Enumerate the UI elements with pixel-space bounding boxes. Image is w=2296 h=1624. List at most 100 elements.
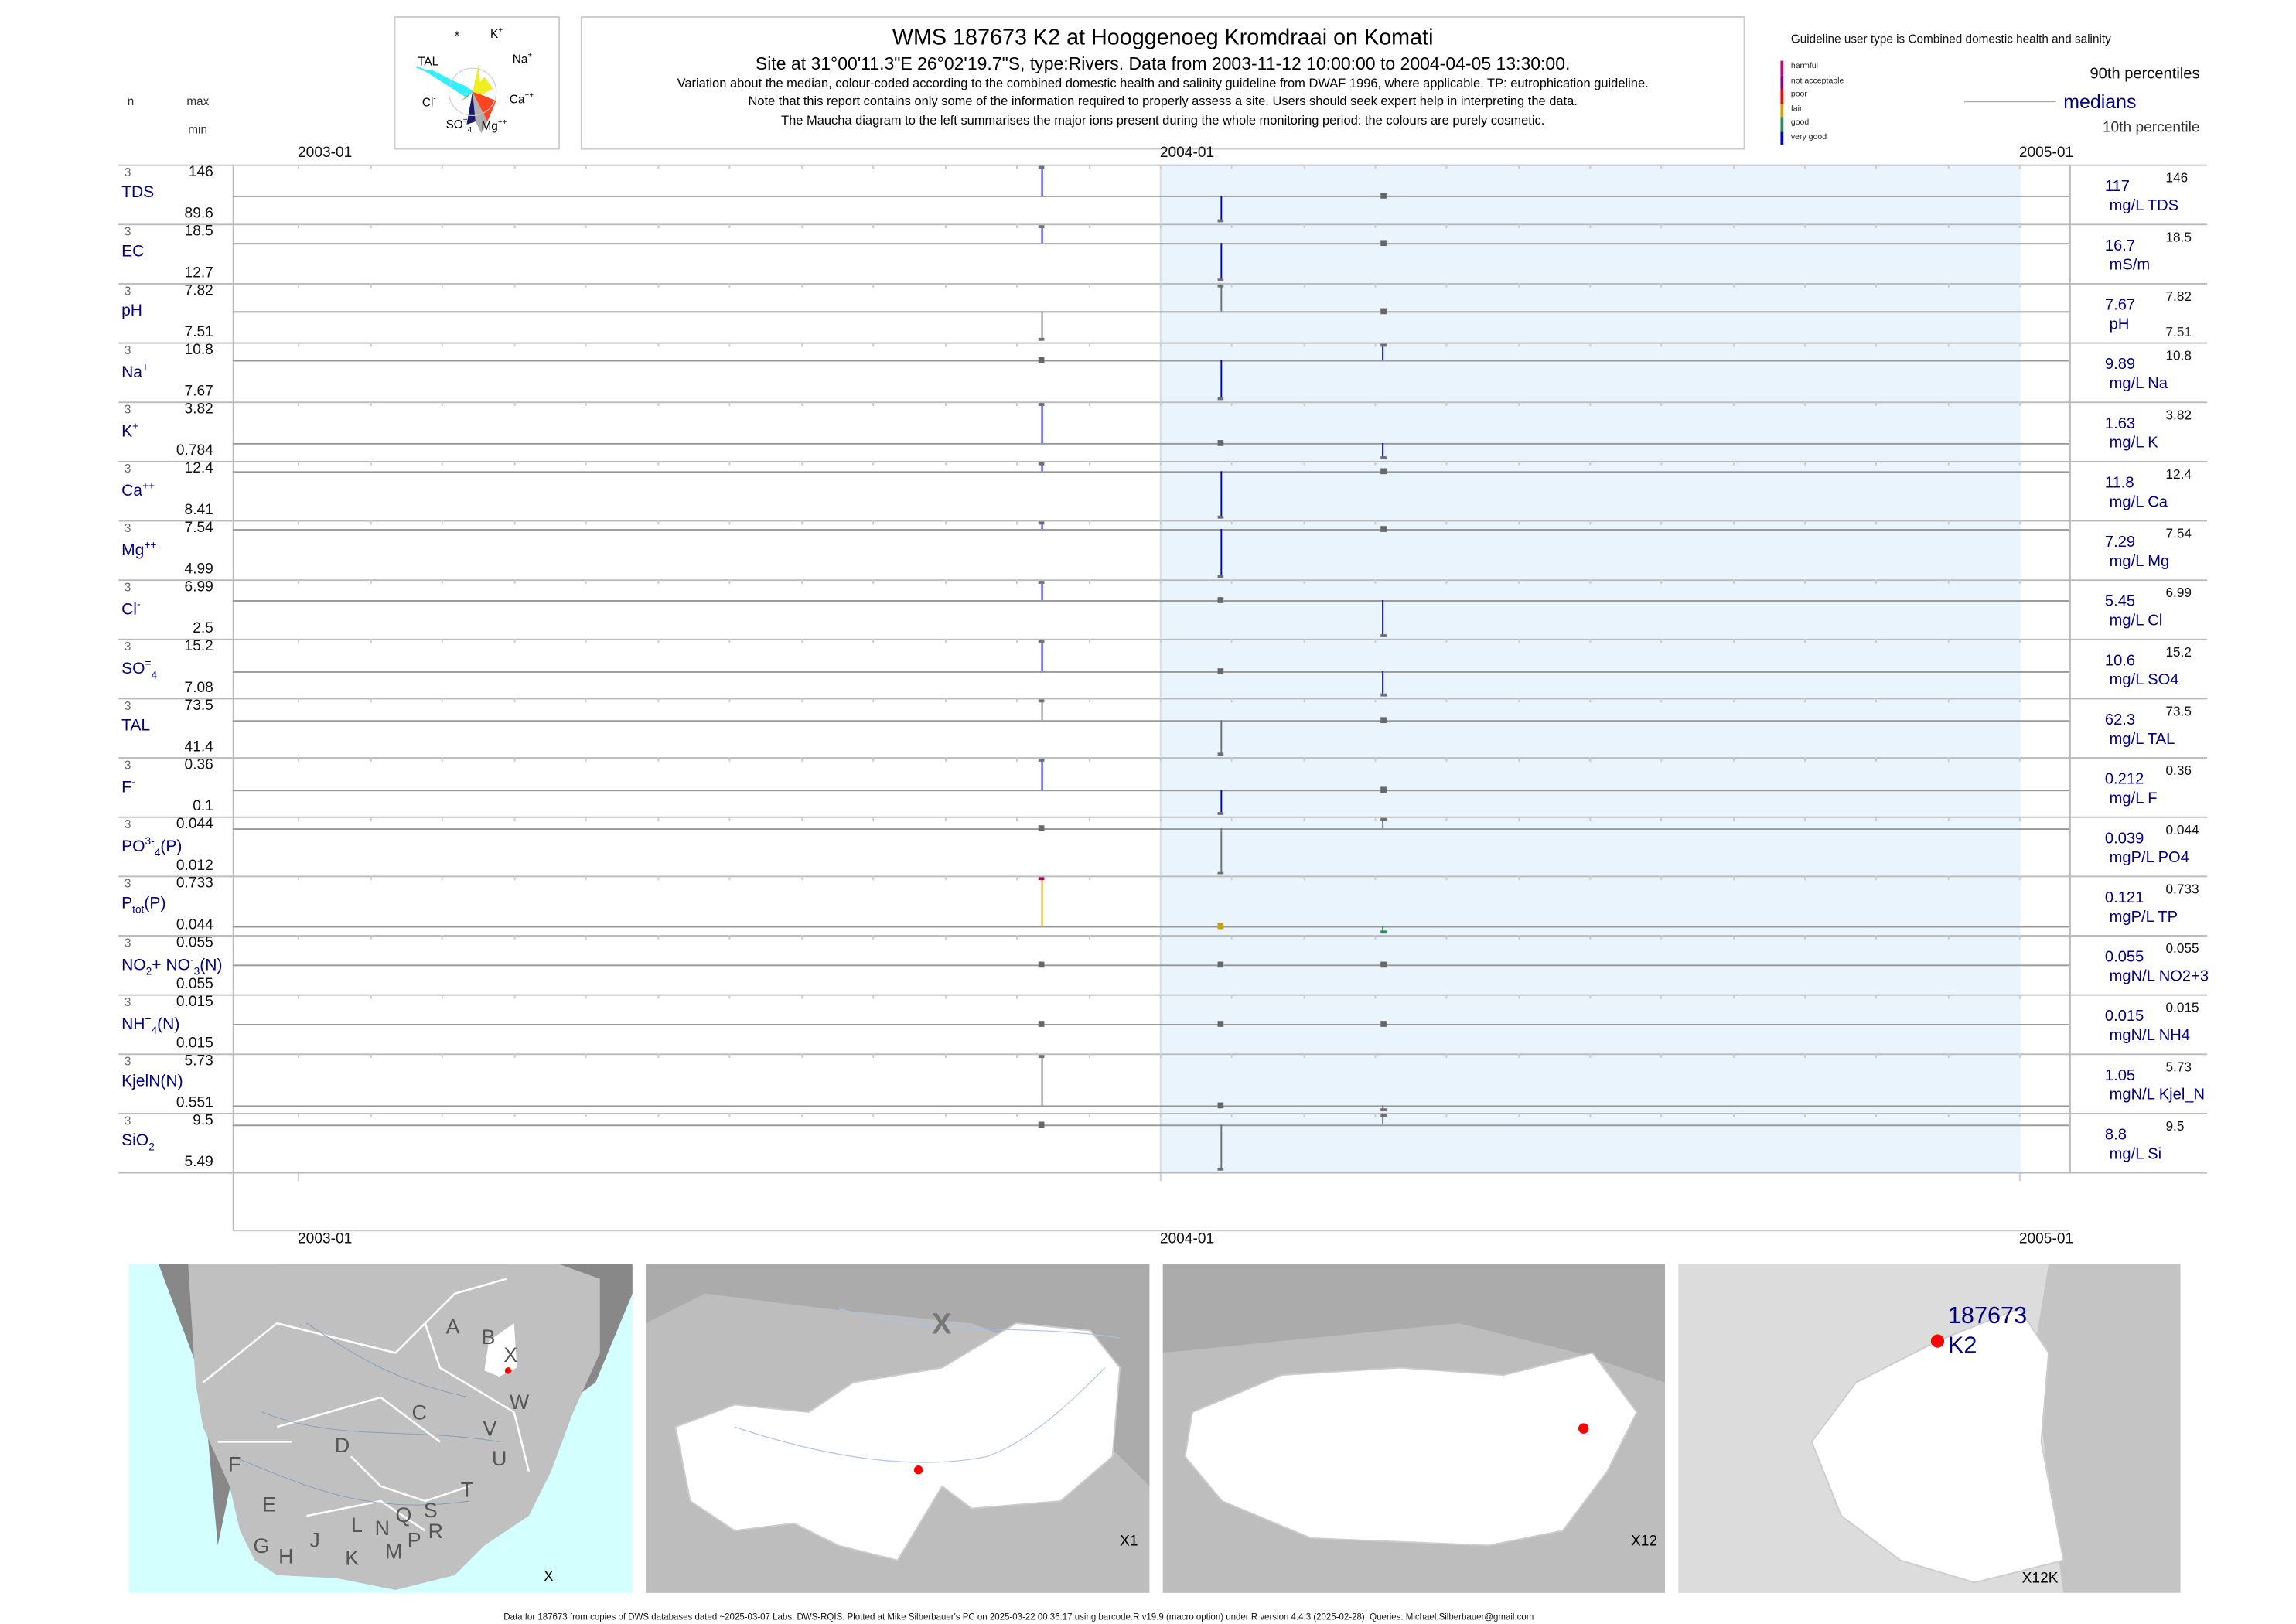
panel-max: 18.5	[184, 223, 213, 241]
month-tick	[1087, 223, 1090, 229]
sample-cap	[1039, 225, 1045, 228]
month-tick	[657, 520, 659, 525]
map-x12: X12	[1162, 1264, 1666, 1593]
panel-min: 7.08	[184, 680, 213, 697]
panel-max: 73.5	[184, 698, 213, 715]
sample-cap	[1380, 1108, 1387, 1111]
month-tick	[441, 935, 443, 940]
right-max: 3.82	[2165, 407, 2192, 423]
month-tick	[1660, 757, 1663, 762]
panel-max: 0.055	[176, 935, 213, 952]
sample-cap	[1039, 462, 1045, 466]
month-tick	[1517, 935, 1520, 940]
month-tick	[1804, 164, 1806, 169]
sample-cap	[1217, 872, 1224, 875]
right-max: 15.2	[2165, 644, 2192, 660]
month-tick	[1231, 579, 1233, 584]
panel-divider	[118, 401, 2208, 404]
unit-label: mg/L SO4	[2109, 670, 2179, 689]
month-tick	[1446, 520, 1448, 525]
maucha-diagram: * K+ TAL Na+ Cl- Ca++ SO=4 Mg++	[394, 16, 561, 150]
month-tick	[872, 994, 875, 999]
x-tick-mark	[2018, 1172, 2021, 1182]
month-tick	[1374, 342, 1377, 347]
sample-cap	[1217, 575, 1224, 578]
month-tick	[369, 282, 371, 288]
month-tick	[1302, 757, 1305, 762]
month-tick	[298, 342, 299, 347]
sample-cap	[1039, 699, 1045, 702]
month-tick	[800, 994, 803, 999]
month-tick	[441, 757, 443, 762]
panel-divider	[118, 875, 2208, 878]
maucha-label-star: *	[455, 29, 460, 43]
shaded-period	[1159, 164, 2021, 1172]
x-tick-label-top: 2003-01	[298, 145, 353, 162]
month-tick	[1517, 164, 1520, 169]
median-line	[232, 964, 2069, 967]
panel-max: 146	[188, 164, 213, 181]
sample-count: 3	[124, 699, 131, 713]
month-tick	[513, 757, 515, 762]
month-tick	[1875, 520, 1878, 525]
median-value: 1.63	[2104, 415, 2136, 433]
sample-segment	[1382, 442, 1384, 459]
month-tick	[1374, 994, 1377, 999]
label-text: SiO	[121, 1131, 149, 1150]
month-tick	[872, 757, 875, 762]
month-tick	[944, 1053, 947, 1059]
month-tick	[1446, 757, 1448, 762]
month-tick	[1804, 875, 1806, 881]
parameter-label: Na+	[121, 362, 148, 382]
panel-max: 9.5	[193, 1112, 213, 1130]
month-tick	[1374, 223, 1377, 229]
region-label-U: U	[491, 1446, 507, 1470]
month-tick	[872, 460, 875, 466]
month-tick	[298, 638, 299, 643]
month-tick	[298, 875, 299, 881]
sample-cap	[1380, 634, 1387, 637]
map4-site-id: 187673	[1947, 1304, 2028, 1329]
month-tick	[800, 401, 803, 407]
region-label-C: C	[411, 1400, 427, 1424]
month-tick	[2018, 460, 2021, 466]
month-tick	[513, 401, 515, 407]
month-tick	[369, 342, 371, 347]
month-tick	[585, 1112, 587, 1117]
month-tick	[1374, 875, 1377, 881]
label-sup: +	[145, 1013, 152, 1025]
month-tick	[1159, 1112, 1162, 1117]
panel-divider	[118, 935, 2208, 937]
median-line	[232, 243, 2069, 245]
month-tick	[2018, 579, 2021, 584]
month-tick	[441, 1112, 443, 1117]
month-tick	[728, 1112, 731, 1117]
median-value: 1.05	[2104, 1066, 2136, 1085]
month-tick	[1517, 223, 1520, 229]
right-max: 7.54	[2165, 526, 2192, 541]
sample-count: 3	[124, 581, 131, 595]
site-marker	[1930, 1334, 1945, 1348]
month-tick	[585, 401, 587, 407]
sample-segment	[1382, 926, 1384, 933]
month-tick	[1589, 282, 1592, 288]
month-tick	[441, 1053, 443, 1059]
label-text: + NO	[152, 957, 191, 975]
month-tick	[1302, 935, 1305, 940]
map2-caption: X1	[1120, 1534, 1138, 1551]
month-tick	[1732, 579, 1735, 584]
median-point	[1380, 240, 1387, 247]
unit-label: pH	[2109, 316, 2130, 334]
sample-cap	[1217, 752, 1224, 756]
month-tick	[657, 816, 659, 821]
month-tick	[2018, 757, 2021, 762]
x-tick-mark	[298, 1172, 299, 1182]
sample-cap	[1039, 1055, 1045, 1058]
footer-text: Data for 187673 from copies of DWS datab…	[503, 1613, 1534, 1623]
region-label-E: E	[262, 1492, 276, 1517]
legend-class-label: not acceptable	[1790, 76, 1844, 86]
month-tick	[1875, 579, 1878, 584]
label-sub: tot	[132, 904, 145, 916]
month-tick	[1804, 282, 1806, 288]
sample-segment	[1220, 243, 1222, 281]
